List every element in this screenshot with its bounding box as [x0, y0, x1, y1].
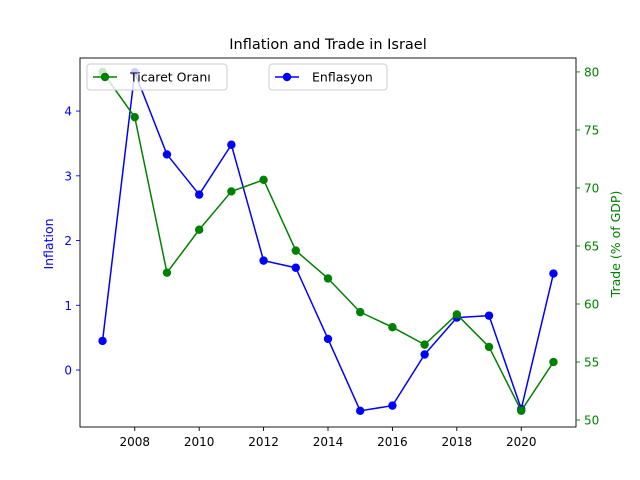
legend-layer: Ticaret Oranı Enflasyon: [86, 63, 388, 91]
series-1-point: [356, 307, 365, 317]
legend-0: Ticaret Oranı: [86, 63, 228, 91]
y-left-tick-label: 1: [64, 299, 72, 313]
axes-layer: 2008 2010 2012 2014 2016 2018 2020 0 1 2 3 4 50 55 60 6…: [64, 57, 599, 449]
legend-box: [86, 63, 228, 91]
series-1-point: [291, 246, 300, 255]
series-1-point: [194, 225, 204, 234]
y-right-tick-label: 70: [584, 181, 599, 195]
series-1-point: [259, 175, 268, 185]
chart-title: Inflation and Trade in Israel: [229, 37, 427, 53]
legend-label: Enflasyon: [312, 70, 373, 85]
legend-swatch-marker: [282, 72, 292, 82]
series-1-point: [484, 342, 494, 352]
series-0-point: [549, 269, 558, 278]
x-tick-label: 2014: [313, 435, 344, 449]
x-tick-label: 2008: [119, 435, 150, 449]
y-left-tick-label: 0: [64, 364, 72, 378]
series-0-point: [356, 406, 365, 416]
y-axis-right-label: Trade (% of GDP): [608, 191, 623, 299]
series-1-point: [227, 187, 236, 196]
series-1-point: [420, 340, 429, 349]
y-right-tick-label: 65: [584, 239, 599, 253]
y-right-tick-label: 55: [584, 356, 599, 370]
y-left-tick-label: 2: [64, 234, 72, 248]
series-0-point: [162, 150, 172, 159]
series-0-point: [227, 140, 236, 149]
y-left-tick-label: 4: [64, 105, 72, 119]
y-right-tick-label: 60: [584, 298, 599, 312]
series-1-point: [452, 310, 462, 319]
series-1-point: [323, 274, 333, 283]
series-layer: [98, 67, 558, 416]
y-right-tick-label: 80: [584, 65, 599, 79]
y-right-tick-label: 50: [584, 414, 599, 428]
series-0-point: [291, 263, 300, 272]
y-left-tick-label: 3: [64, 169, 72, 183]
series-0-point: [388, 401, 397, 410]
x-tick-label: 2012: [248, 435, 279, 449]
y-right-tick-label: 75: [584, 123, 599, 137]
x-tick-label: 2010: [184, 435, 215, 449]
legend-box: [268, 63, 388, 91]
series-0-point: [194, 190, 204, 199]
legend-swatch-marker: [100, 72, 110, 82]
y-axis-left-label: Inflation: [41, 218, 56, 269]
series-0-point: [323, 334, 333, 344]
series-0-point: [98, 336, 107, 346]
series-0-point: [259, 256, 268, 265]
series-0-point: [420, 350, 429, 359]
x-tick-label: 2020: [506, 435, 537, 449]
series-1-point: [130, 112, 139, 122]
series-0-point: [484, 311, 494, 320]
series-1-point: [517, 406, 526, 415]
series-1-point: [162, 268, 172, 277]
x-tick-label: 2018: [442, 435, 473, 449]
legend-1: Enflasyon: [268, 63, 388, 91]
series-1-point: [388, 323, 397, 332]
series-1-point: [549, 357, 558, 367]
legend-label: Ticaret Oranı: [129, 70, 211, 85]
x-tick-label: 2016: [377, 435, 408, 449]
